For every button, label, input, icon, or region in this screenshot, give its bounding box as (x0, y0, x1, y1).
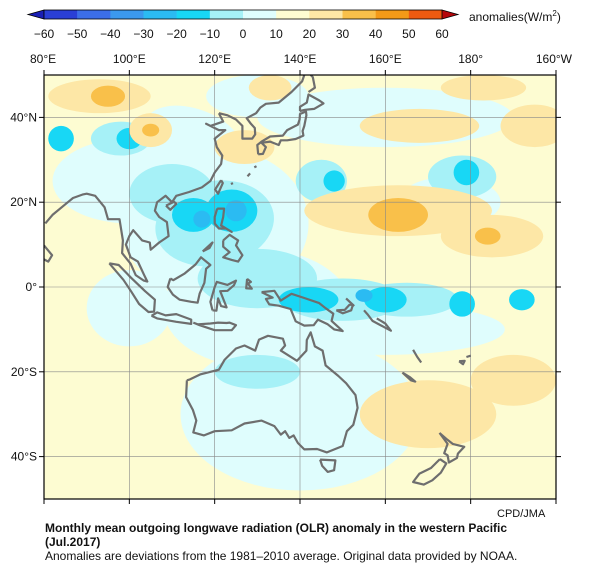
anomaly-patch (474, 227, 501, 245)
coast-nz-south (412, 458, 448, 486)
map-axes: 80°E 100°E 120°E 140°E 160°E 180° 160°W 40°N 20°… (10, 52, 573, 504)
coast-korea-russia (218, 75, 306, 140)
colorbar-segment (243, 10, 277, 19)
lat-tick-label: 0° (26, 280, 38, 294)
anomaly-patch (323, 170, 345, 192)
colorbar-segment (209, 10, 244, 19)
colorbar-segment (375, 10, 410, 19)
lat-tick-label: 20°N (10, 195, 37, 209)
colorbar-tick-label: −60 (34, 27, 55, 40)
anomaly-patch (359, 380, 497, 449)
coast-hainan (165, 200, 178, 211)
lon-tick-label: 140°E (284, 52, 317, 66)
coast-palawan (201, 241, 214, 253)
coast-sumatra (108, 262, 156, 314)
anomaly-patch (440, 75, 527, 101)
colorbar-tick-label: 0 (240, 27, 247, 40)
caption-title: Monthly mean outgoing longwave radiation… (45, 521, 508, 549)
coast-sulawesi (209, 279, 238, 312)
coast-new-caledonia (401, 371, 417, 383)
coast-ryukyu-3 (253, 165, 258, 169)
lon-tick-label: 180° (458, 52, 483, 66)
colorbar-tick-label: −50 (67, 27, 88, 40)
lat-tick-label: 20°S (11, 365, 37, 379)
colorbar-tick-label: −30 (133, 27, 154, 40)
coast-borneo (166, 256, 212, 304)
colorbar-segment (110, 10, 144, 19)
colorbar-tick-label: 60 (435, 27, 449, 40)
credit-label: CPD/JMA (497, 508, 546, 520)
anomaly-patch (368, 197, 428, 232)
lon-tick-label: 160°E (369, 52, 402, 66)
colorbar-segment (408, 10, 443, 19)
lon-tick-label: 160°W (536, 52, 573, 66)
lat-tick-label: 40°N (10, 110, 37, 124)
colorbar-tick-label: −10 (200, 27, 221, 40)
colorbar-tick-label: 20 (303, 27, 317, 40)
coast-visayas-mindanao (222, 233, 244, 263)
coast-hokkaido (298, 93, 325, 113)
lat-tick-label: 40°S (11, 450, 37, 464)
lon-tick-label: 100°E (113, 52, 146, 66)
coast-new-guinea (261, 289, 344, 333)
coast-fiji (458, 359, 466, 366)
colorbar-segment (276, 10, 310, 19)
anomaly-patch (355, 289, 373, 302)
colorbar-tick-label: −20 (166, 27, 187, 40)
anomaly-patch (225, 200, 247, 222)
colorbar-segment (77, 10, 111, 19)
anomaly-patch (449, 291, 475, 317)
lon-tick-label: 120°E (198, 52, 231, 66)
colorbar-tick-label: −40 (100, 27, 121, 40)
anomaly-patch (214, 130, 275, 165)
anomaly-patch (453, 159, 480, 186)
anomaly-patch (509, 289, 535, 311)
coast-sri-lanka (44, 244, 54, 263)
coast-vanua-levu (466, 354, 472, 359)
colorbar-tick-label: 40 (369, 27, 383, 40)
coast-australia (185, 331, 359, 454)
anomaly-patch (248, 75, 292, 101)
coast-lesser-sunda (192, 321, 238, 332)
coast-japan (256, 110, 308, 156)
colorbar-tick-label: 30 (336, 27, 350, 40)
colorbar-segment (143, 10, 177, 19)
coast-ryukyu-2 (246, 172, 251, 178)
olr-anomaly-map: 80°E 100°E 120°E 140°E 160°E 180° 160°W 40°N 20°… (10, 52, 573, 504)
colorbar-tick-label: 10 (269, 27, 283, 40)
coast-taiwan (214, 179, 224, 195)
coast-sakhalin (307, 75, 316, 93)
colorbar-segment (342, 10, 376, 19)
colorbar-segment (44, 10, 78, 19)
coast-vanuatu (412, 349, 423, 364)
anomaly-patch (90, 85, 126, 107)
colorbar-unit-label: anomalies(W/m2) (469, 9, 561, 24)
anomaly-patch (359, 108, 480, 143)
coast-ryukyu-1 (230, 182, 234, 186)
coast-nz-north (438, 432, 466, 464)
colorbar-segment (176, 10, 211, 19)
coast-java (150, 311, 193, 325)
anomaly-patch (470, 354, 556, 406)
colorbar-tick-label: 50 (402, 27, 416, 40)
coast-halmahera (245, 278, 253, 290)
caption-note: Anomalies are deviations from the 1981–2… (45, 549, 518, 563)
coast-asia (44, 112, 227, 283)
coast-luzon (213, 207, 233, 233)
anomaly-patch (48, 125, 74, 152)
lon-tick-label: 80°E (30, 52, 56, 66)
anomaly-patch (142, 123, 160, 137)
coast-solomons (363, 309, 392, 332)
graticule (44, 75, 556, 499)
coast-new-ireland (345, 297, 355, 307)
anomaly-patch (500, 104, 556, 148)
anomaly-patch (193, 210, 211, 228)
coastlines (44, 75, 472, 486)
colorbar: −60 −50 −40 −30 −20 −10 0 10 20 30 40 50 60 (26, 9, 460, 40)
colorbar-segment (309, 10, 343, 19)
coast-tasmania (319, 458, 337, 473)
